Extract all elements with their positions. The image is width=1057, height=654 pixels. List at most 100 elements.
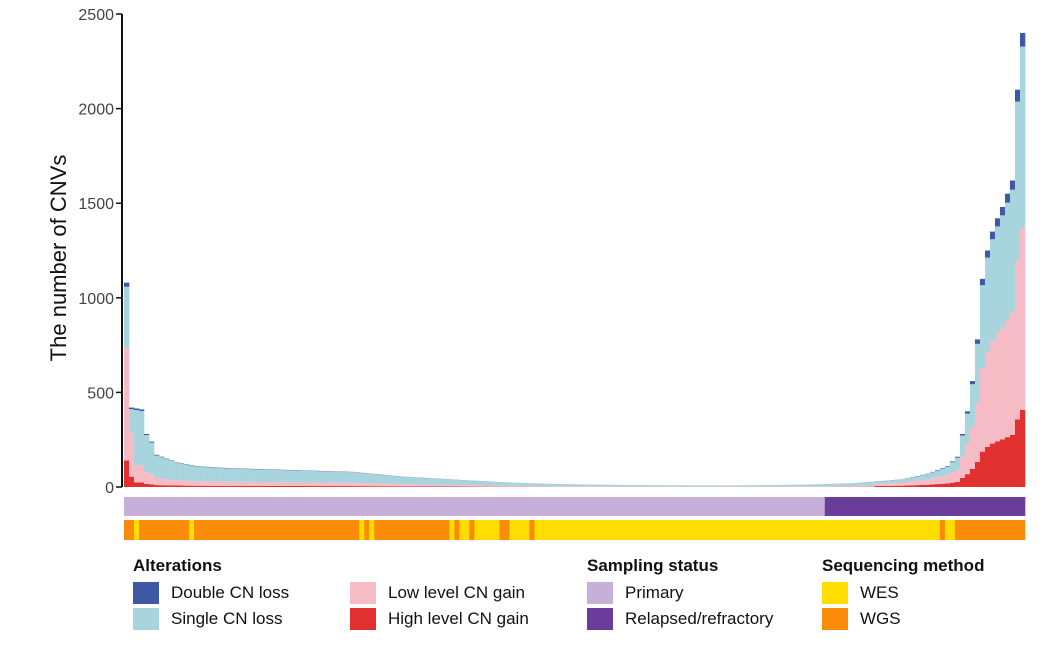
bar-segment-low-gain bbox=[324, 482, 330, 487]
bar-segment-low-gain bbox=[859, 485, 866, 487]
bar-segment-single-loss bbox=[719, 485, 725, 487]
bar-segment-high-gain bbox=[979, 451, 986, 487]
bar-segment-single-loss bbox=[169, 461, 175, 480]
bar-segment-single-loss bbox=[269, 469, 275, 483]
bar-segment-high-gain bbox=[274, 485, 280, 487]
bar-segment-high-gain bbox=[174, 485, 180, 487]
bar-segment-single-loss bbox=[399, 476, 405, 485]
bar-segment-high-gain bbox=[219, 485, 225, 487]
bar-segment-single-loss bbox=[289, 470, 295, 483]
bar-segment-single-loss bbox=[974, 343, 981, 403]
bar-segment-single-loss bbox=[694, 485, 700, 487]
bar-segment-high-gain bbox=[434, 486, 440, 487]
bar-segment-single-loss bbox=[219, 468, 225, 482]
annotation-tracks bbox=[124, 497, 1026, 540]
bar-segment-high-gain bbox=[279, 485, 285, 487]
bar-segment-single-loss bbox=[704, 485, 710, 487]
bar-segment-double-loss bbox=[939, 468, 946, 469]
bar-segment-low-gain bbox=[459, 485, 465, 487]
bar-segment-single-loss bbox=[714, 485, 720, 487]
bar-segment-double-loss bbox=[949, 461, 956, 463]
bar-segment-low-gain bbox=[809, 486, 816, 487]
bar-segment-high-gain bbox=[914, 485, 921, 487]
bar-segment-single-loss bbox=[429, 478, 435, 485]
bar-segment-high-gain bbox=[214, 485, 220, 487]
bar-segment-single-loss bbox=[194, 466, 200, 482]
bar-segment-low-gain bbox=[499, 485, 505, 487]
bar-segment-single-loss bbox=[909, 477, 916, 482]
bar-segment-low-gain bbox=[399, 484, 405, 487]
bar-segment-low-gain bbox=[489, 485, 495, 487]
bar-segment-low-gain bbox=[169, 479, 175, 486]
track-segment-wes bbox=[449, 520, 455, 540]
bar-segment-single-loss bbox=[354, 472, 360, 483]
bar-segment-single-loss bbox=[774, 485, 781, 487]
bar-segment-single-loss bbox=[739, 485, 745, 487]
bar-segment-low-gain bbox=[519, 485, 525, 487]
swatch-wgs bbox=[822, 608, 848, 630]
bar-segment-high-gain bbox=[404, 486, 410, 487]
bar-segment-low-gain bbox=[584, 486, 590, 487]
bar-segment-low-gain bbox=[484, 485, 490, 487]
bar-segment-low-gain bbox=[374, 483, 380, 487]
bars-group bbox=[124, 32, 1026, 487]
bar-segment-single-loss bbox=[569, 484, 575, 487]
bar-segment-low-gain bbox=[494, 485, 500, 487]
bar-segment-single-loss bbox=[1019, 46, 1026, 229]
legend-item-primary: Primary bbox=[587, 582, 773, 604]
bar-segment-single-loss bbox=[319, 471, 325, 483]
bar-segment-double-loss bbox=[159, 456, 165, 458]
bar-segment-low-gain bbox=[879, 483, 886, 486]
bar-segment-low-gain bbox=[944, 475, 951, 484]
bar-segment-single-loss bbox=[494, 482, 500, 486]
bar-segment-low-gain bbox=[384, 483, 390, 487]
bar-segment-double-loss bbox=[134, 408, 140, 411]
bar-segment-low-gain bbox=[999, 327, 1006, 440]
bar-segment-low-gain bbox=[974, 402, 981, 462]
bar-segment-double-loss bbox=[164, 458, 170, 460]
bar-segment-low-gain bbox=[1004, 319, 1011, 438]
bar-segment-single-loss bbox=[729, 485, 735, 487]
bar-segment-single-loss bbox=[844, 483, 851, 486]
bar-segment-low-gain bbox=[534, 486, 540, 487]
bar-segment-single-loss bbox=[884, 480, 891, 484]
bar-segment-high-gain bbox=[209, 485, 215, 487]
bar-segment-single-loss bbox=[369, 474, 375, 484]
bar-segment-single-loss bbox=[359, 473, 365, 484]
bar-segment-single-loss bbox=[749, 485, 755, 487]
bar-segment-low-gain bbox=[544, 486, 550, 487]
track-segment-wes bbox=[189, 520, 195, 540]
track-segment-wgs bbox=[529, 520, 535, 540]
y-tick-label: 1000 bbox=[78, 291, 114, 308]
bar-segment-single-loss bbox=[214, 467, 220, 482]
bar-segment-low-gain bbox=[514, 485, 520, 487]
bar-segment-single-loss bbox=[184, 464, 190, 481]
bar-segment-low-gain bbox=[799, 486, 806, 487]
bar-segment-single-loss bbox=[144, 435, 150, 473]
bar-segment-low-gain bbox=[404, 484, 410, 487]
bar-segment-low-gain bbox=[369, 483, 375, 487]
bar-segment-low-gain bbox=[909, 481, 916, 486]
bar-segment-single-loss bbox=[154, 455, 160, 478]
track-segment-wes bbox=[944, 520, 956, 540]
legend-sequencing: Sequencing method WES WGS bbox=[822, 556, 984, 630]
track-segment-wgs bbox=[469, 520, 475, 540]
bar-segment-single-loss bbox=[344, 472, 350, 483]
bar-segment-single-loss bbox=[124, 286, 130, 349]
bar-segment-single-loss bbox=[264, 469, 270, 483]
track-segment-wes bbox=[459, 520, 470, 540]
bar-segment-single-loss bbox=[324, 471, 330, 483]
bar-segment-low-gain bbox=[539, 486, 545, 487]
bar-segment-single-loss bbox=[259, 469, 265, 482]
bar-segment-single-loss bbox=[914, 476, 921, 481]
track-segment-wgs bbox=[124, 520, 135, 540]
swatch-double-loss bbox=[133, 582, 159, 604]
bar-segment-single-loss bbox=[524, 483, 530, 486]
bar-segment-low-gain bbox=[989, 341, 996, 444]
bar-segment-low-gain bbox=[129, 432, 135, 477]
y-tick-label: 2000 bbox=[78, 102, 114, 119]
bar-segment-double-loss bbox=[969, 381, 976, 385]
bar-segment-single-loss bbox=[384, 475, 390, 484]
bar-segment-high-gain bbox=[244, 485, 250, 487]
bar-segment-single-loss bbox=[689, 485, 695, 487]
